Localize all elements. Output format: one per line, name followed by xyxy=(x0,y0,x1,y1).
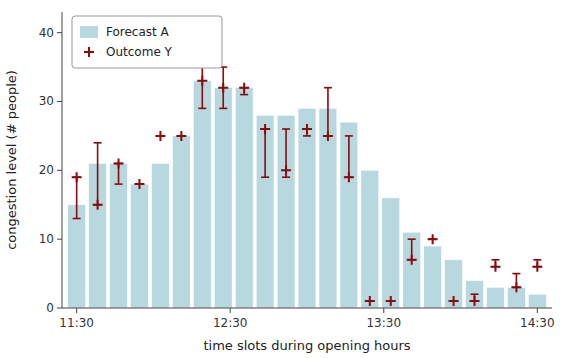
error-whisker xyxy=(264,129,266,177)
y-tick xyxy=(57,170,62,171)
legend: Forecast A Outcome Y xyxy=(72,16,222,68)
bar xyxy=(214,88,232,308)
bar xyxy=(445,260,463,308)
error-whisker xyxy=(348,136,350,177)
x-axis-label: time slots during opening hours xyxy=(203,338,410,353)
y-tick xyxy=(57,239,62,240)
bar xyxy=(110,163,128,308)
marker xyxy=(532,262,542,272)
error-cap-upper xyxy=(408,238,416,240)
marker xyxy=(260,124,270,134)
marker xyxy=(344,172,354,182)
marker xyxy=(511,282,521,292)
marker xyxy=(155,131,165,141)
y-tick-label: 20 xyxy=(39,163,54,177)
error-cap-lower xyxy=(115,183,123,185)
marker xyxy=(239,83,249,93)
error-cap-upper xyxy=(512,273,520,275)
error-cap-lower xyxy=(261,176,269,178)
legend-swatch xyxy=(84,47,94,57)
marker xyxy=(281,165,291,175)
bar xyxy=(68,205,86,308)
y-tick xyxy=(57,32,62,33)
error-cap-lower xyxy=(303,135,311,137)
error-cap-lower xyxy=(73,218,81,220)
bar xyxy=(256,115,274,308)
bar xyxy=(424,246,442,308)
marker xyxy=(365,296,375,306)
bar xyxy=(298,108,316,308)
error-whisker xyxy=(201,67,203,108)
marker xyxy=(490,262,500,272)
marker xyxy=(134,179,144,189)
error-cap-upper xyxy=(533,259,541,261)
x-tick xyxy=(76,308,77,313)
bar xyxy=(319,108,337,308)
legend-label: Outcome Y xyxy=(106,45,173,59)
error-cap-upper xyxy=(94,142,102,144)
x-tick xyxy=(383,308,384,313)
x-tick-label: 13:30 xyxy=(366,316,401,330)
error-whisker xyxy=(76,177,78,218)
error-cap-upper xyxy=(324,87,332,89)
x-tick-label: 12:30 xyxy=(213,316,248,330)
marker xyxy=(386,296,396,306)
error-cap-upper xyxy=(345,135,353,137)
bar xyxy=(361,170,379,308)
marker xyxy=(449,296,459,306)
bar xyxy=(403,232,421,308)
bar xyxy=(152,163,170,308)
error-whisker xyxy=(327,88,329,136)
legend-label: Forecast A xyxy=(106,25,170,39)
bar xyxy=(172,136,190,308)
marker xyxy=(93,200,103,210)
marker xyxy=(114,158,124,168)
marker xyxy=(302,124,312,134)
error-cap-lower xyxy=(219,108,227,110)
bar xyxy=(235,88,253,308)
marker xyxy=(176,131,186,141)
x-axis-line xyxy=(62,308,552,309)
error-whisker xyxy=(97,143,99,205)
error-cap-upper xyxy=(471,293,479,295)
marker xyxy=(197,76,207,86)
x-tick-label: 14:30 xyxy=(520,316,555,330)
marker xyxy=(470,296,480,306)
marker xyxy=(407,255,417,265)
bar xyxy=(340,122,358,308)
y-axis-label: congestion level (# people) xyxy=(4,70,19,250)
bar xyxy=(466,280,484,308)
legend-swatch xyxy=(80,26,98,38)
marker xyxy=(218,83,228,93)
bar xyxy=(382,198,400,308)
marker xyxy=(72,172,82,182)
x-tick-label: 11:30 xyxy=(59,316,94,330)
marker xyxy=(323,131,333,141)
x-tick xyxy=(537,308,538,313)
error-cap-lower xyxy=(198,108,206,110)
chart: 0 10 20 30 40 11:30 12:30 13:30 14:30 time slots … xyxy=(0,0,564,358)
y-axis-line xyxy=(62,12,63,308)
bar xyxy=(131,184,149,308)
legend-frame xyxy=(72,16,222,68)
y-tick-label: 30 xyxy=(39,94,54,108)
bar xyxy=(528,294,546,308)
x-tick xyxy=(230,308,231,313)
y-tick-label: 40 xyxy=(39,26,54,40)
y-tick xyxy=(57,308,62,309)
y-tick-label: 0 xyxy=(46,301,54,315)
bar xyxy=(193,81,211,308)
y-tick xyxy=(57,101,62,102)
error-cap-upper xyxy=(491,259,499,261)
marker xyxy=(428,234,438,244)
bar xyxy=(487,287,505,308)
error-cap-upper xyxy=(282,128,290,130)
error-cap-lower xyxy=(240,94,248,96)
error-cap-lower xyxy=(282,176,290,178)
bar xyxy=(277,115,295,308)
marks xyxy=(68,67,546,308)
y-tick-label: 10 xyxy=(39,232,54,246)
